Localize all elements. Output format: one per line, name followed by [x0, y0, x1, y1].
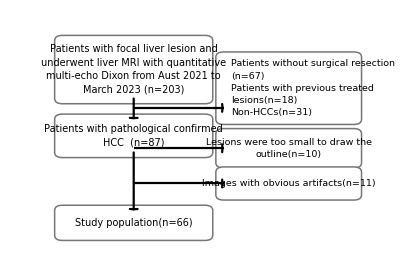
- FancyBboxPatch shape: [216, 129, 362, 168]
- FancyBboxPatch shape: [55, 36, 213, 104]
- FancyBboxPatch shape: [216, 167, 362, 200]
- Text: Patients with focal liver lesion and
underwent liver MRI with quantitative
multi: Patients with focal liver lesion and und…: [41, 44, 226, 95]
- Text: Lesions were too small to draw the
outline(n=10): Lesions were too small to draw the outli…: [206, 138, 372, 159]
- Text: Patients with pathological confirmed
HCC  (n=87): Patients with pathological confirmed HCC…: [44, 124, 223, 148]
- FancyBboxPatch shape: [216, 52, 362, 125]
- Text: Study population(n=66): Study population(n=66): [75, 218, 192, 228]
- FancyBboxPatch shape: [55, 114, 213, 158]
- FancyBboxPatch shape: [55, 205, 213, 240]
- Text: Images with obvious artifacts(n=11): Images with obvious artifacts(n=11): [202, 179, 376, 188]
- Text: Patients without surgical resection
(n=67)
Patients with previous treated
lesion: Patients without surgical resection (n=6…: [231, 59, 395, 117]
